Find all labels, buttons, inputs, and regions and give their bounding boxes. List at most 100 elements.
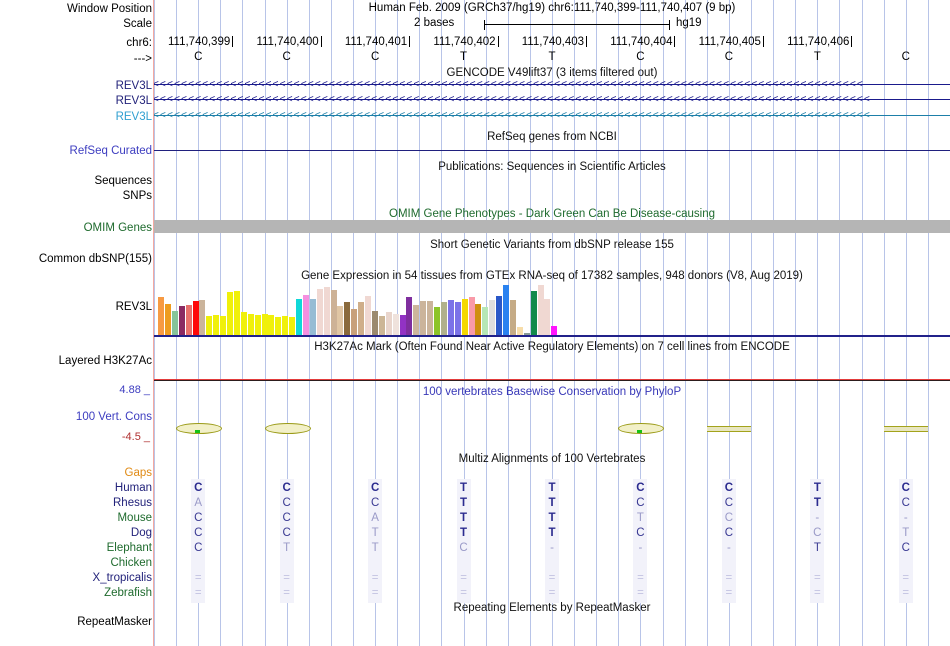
- gtex-tissue-bar[interactable]: [309, 299, 316, 335]
- gtex-tissue-bar[interactable]: [275, 317, 282, 335]
- gtex-tissue-bar[interactable]: [282, 316, 289, 335]
- gtex-tissue-bar[interactable]: [171, 311, 178, 335]
- conservation-label[interactable]: 100 Vert. Cons: [75, 411, 152, 423]
- gtex-gene-label[interactable]: REV3L: [115, 301, 152, 313]
- gtex-tissue-bar[interactable]: [537, 285, 544, 335]
- ruler-tick-mark: [232, 36, 234, 47]
- alignment-base: C: [282, 512, 291, 524]
- species-label-elephant[interactable]: Elephant: [106, 542, 152, 554]
- publications-sequences-label[interactable]: Sequences: [94, 175, 152, 187]
- common-dbsnp-label[interactable]: Common dbSNP(155): [38, 253, 152, 265]
- gtex-tissue-bar[interactable]: [461, 299, 468, 335]
- gtex-expression-barchart[interactable]: [154, 283, 950, 335]
- species-label-chicken[interactable]: Chicken: [110, 557, 152, 569]
- gtex-tissue-bar[interactable]: [247, 314, 254, 335]
- alignment-base: =: [194, 572, 202, 584]
- gtex-tissue-bar[interactable]: [454, 302, 461, 335]
- gtex-tissue-bar[interactable]: [220, 316, 227, 335]
- gtex-tissue-bar[interactable]: [233, 291, 240, 335]
- gtex-tissue-bar[interactable]: [371, 311, 378, 335]
- gtex-tissue-bar[interactable]: [420, 301, 427, 335]
- alignment-base: T: [371, 542, 379, 554]
- gtex-tissue-bar[interactable]: [468, 297, 475, 335]
- gtex-tissue-bar[interactable]: [551, 326, 558, 335]
- gtex-tissue-bar[interactable]: [509, 300, 516, 335]
- gtex-tissue-bar[interactable]: [516, 327, 523, 335]
- species-label-rhesus[interactable]: Rhesus: [113, 497, 152, 509]
- publications-track-title: Publications: Sequences in Scientific Ar…: [438, 161, 666, 173]
- gencode-row-label-2[interactable]: REV3L: [115, 95, 152, 107]
- gtex-tissue-bar[interactable]: [316, 289, 323, 335]
- gtex-tissue-bar[interactable]: [406, 297, 413, 335]
- alignment-base: C: [459, 542, 468, 554]
- gtex-tissue-bar[interactable]: [330, 290, 337, 335]
- alignment-column-background: [721, 479, 736, 603]
- gtex-tissue-bar[interactable]: [440, 302, 447, 335]
- gtex-tissue-bar[interactable]: [378, 316, 385, 335]
- gtex-tissue-bar[interactable]: [296, 299, 302, 335]
- gtex-tissue-bar[interactable]: [489, 300, 496, 335]
- omim-gene-bar[interactable]: [154, 220, 950, 233]
- gtex-tissue-bar[interactable]: [302, 295, 309, 335]
- gencode-row-label-1[interactable]: REV3L: [115, 80, 152, 92]
- gtex-tissue-bar[interactable]: [289, 317, 296, 335]
- gtex-tissue-bar[interactable]: [385, 312, 392, 335]
- species-label-dog[interactable]: Dog: [130, 527, 152, 539]
- gtex-tissue-bar[interactable]: [178, 306, 185, 335]
- gtex-tissue-bar[interactable]: [261, 314, 268, 335]
- gtex-tissue-bar[interactable]: [358, 302, 365, 335]
- gtex-tissue-bar[interactable]: [323, 287, 330, 335]
- gtex-tissue-bar[interactable]: [192, 301, 199, 335]
- alignment-base: =: [548, 587, 556, 599]
- species-label-x_tropicalis[interactable]: X_tropicalis: [92, 572, 152, 584]
- species-label-zebrafish[interactable]: Zebrafish: [104, 587, 152, 599]
- alignment-column-background: [191, 479, 206, 603]
- gencode-row-label-3[interactable]: REV3L: [115, 111, 152, 123]
- gtex-tissue-bar[interactable]: [254, 315, 261, 335]
- multiz-gaps-label[interactable]: Gaps: [124, 467, 153, 479]
- gtex-tissue-bar[interactable]: [344, 302, 351, 335]
- gtex-tissue-bar[interactable]: [413, 305, 420, 335]
- gtex-tissue-bar[interactable]: [227, 292, 233, 335]
- omim-genes-label[interactable]: OMIM Genes: [83, 222, 152, 234]
- gtex-tissue-bar[interactable]: [206, 316, 213, 335]
- layered-h3k27ac-label[interactable]: Layered H3K27Ac: [58, 355, 152, 367]
- gtex-tissue-bar[interactable]: [447, 300, 454, 335]
- gtex-tissue-bar[interactable]: [199, 300, 206, 335]
- gtex-tissue-bar[interactable]: [530, 291, 537, 335]
- gtex-tissue-bar[interactable]: [240, 312, 247, 335]
- gtex-tissue-bar[interactable]: [523, 333, 530, 335]
- gtex-tissue-bar[interactable]: [434, 307, 440, 335]
- gtex-tissue-bar[interactable]: [185, 305, 192, 335]
- gtex-tissue-bar[interactable]: [399, 315, 406, 335]
- gtex-tissue-bar[interactable]: [482, 307, 489, 335]
- gtex-tissue-bar[interactable]: [213, 315, 220, 335]
- gtex-tissue-bar[interactable]: [503, 285, 509, 335]
- gtex-tissue-bar[interactable]: [544, 299, 551, 335]
- publications-snps-label[interactable]: SNPs: [122, 190, 152, 202]
- reference-base: C: [636, 51, 645, 63]
- conservation-track-title: 100 vertebrates Basewise Conservation by…: [422, 386, 682, 398]
- gencode-transcript-2[interactable]: <<<<<<<<<<<<<<<<<<<<<<<<<<<<<<<<<<<<<<<<…: [154, 95, 950, 104]
- refseq-curated-label[interactable]: RefSeq Curated: [69, 145, 152, 157]
- gtex-tissue-bar[interactable]: [164, 304, 171, 335]
- alignment-base: T: [371, 527, 379, 539]
- gtex-tissue-bar[interactable]: [427, 301, 434, 335]
- gencode-transcript-3[interactable]: <<<<<<<<<<<<<<<<<<<<<<<<<<<<<<<<<<<<<<<<…: [154, 111, 950, 120]
- gtex-tissue-bar[interactable]: [496, 296, 503, 335]
- gencode-transcript-1[interactable]: <<<<<<<<<<<<<<<<<<<<<<<<<<<<<<<<<<<<<<<<…: [154, 80, 950, 89]
- gtex-tissue-bar[interactable]: [337, 306, 344, 335]
- species-label-mouse[interactable]: Mouse: [117, 512, 152, 524]
- alignment-base: =: [460, 587, 467, 599]
- reference-base: C: [724, 51, 734, 63]
- gtex-tissue-bar[interactable]: [158, 297, 164, 335]
- gtex-tissue-bar[interactable]: [351, 309, 358, 335]
- gtex-tissue-bar[interactable]: [365, 296, 371, 335]
- gtex-tissue-bar[interactable]: [268, 315, 275, 335]
- gtex-tissue-bar[interactable]: [392, 314, 399, 335]
- species-label-human[interactable]: Human: [114, 482, 152, 494]
- gtex-tissue-bar[interactable]: [475, 304, 482, 335]
- scale-assembly-label: hg19: [676, 17, 702, 29]
- repeatmasker-label[interactable]: RepeatMasker: [77, 616, 152, 628]
